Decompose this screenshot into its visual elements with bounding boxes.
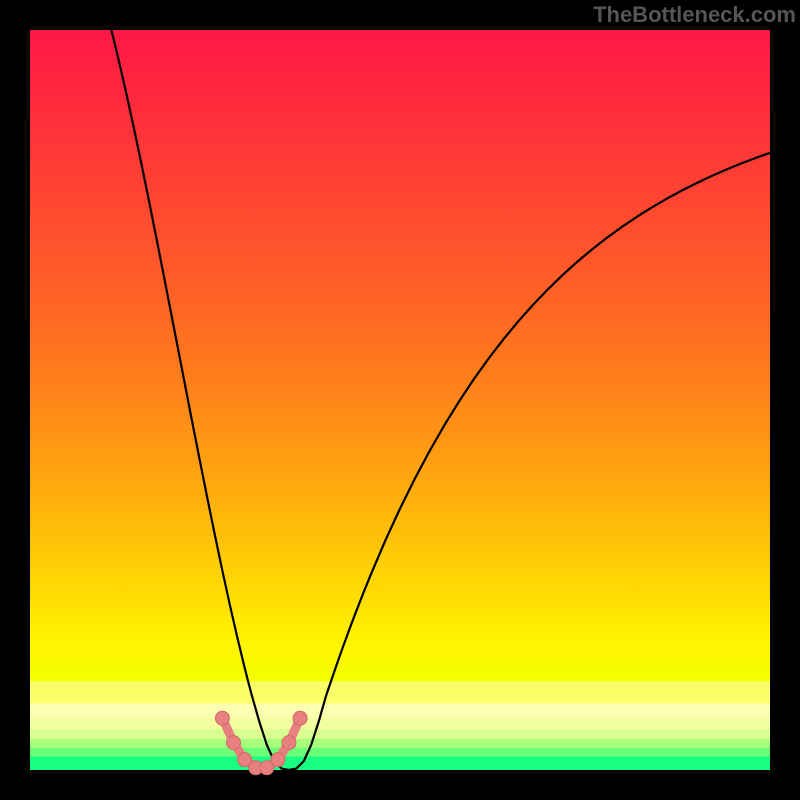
min-region-dot bbox=[293, 711, 307, 725]
min-region-dot bbox=[271, 753, 285, 767]
bg-band bbox=[30, 718, 770, 729]
plot-background bbox=[30, 30, 770, 770]
bg-band bbox=[30, 757, 770, 770]
chart-frame: TheBottleneck.com bbox=[0, 0, 800, 800]
chart-svg bbox=[0, 0, 800, 800]
bg-band bbox=[30, 703, 770, 718]
bg-band bbox=[30, 739, 770, 748]
min-region-dot bbox=[227, 736, 241, 750]
watermark-text: TheBottleneck.com bbox=[593, 2, 796, 28]
min-region-dot bbox=[282, 736, 296, 750]
bg-band bbox=[30, 681, 770, 703]
min-region-dot bbox=[215, 711, 229, 725]
bg-band bbox=[30, 748, 770, 757]
bg-band bbox=[30, 729, 770, 739]
